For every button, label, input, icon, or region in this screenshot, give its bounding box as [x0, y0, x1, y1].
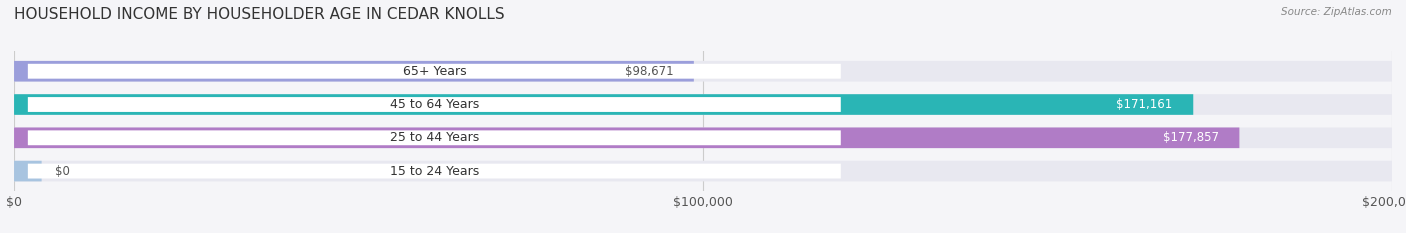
FancyBboxPatch shape: [14, 61, 1392, 82]
FancyBboxPatch shape: [14, 127, 1239, 148]
Text: 25 to 44 Years: 25 to 44 Years: [389, 131, 479, 144]
Text: $98,671: $98,671: [624, 65, 673, 78]
FancyBboxPatch shape: [14, 127, 1392, 148]
FancyBboxPatch shape: [14, 161, 1392, 182]
Text: HOUSEHOLD INCOME BY HOUSEHOLDER AGE IN CEDAR KNOLLS: HOUSEHOLD INCOME BY HOUSEHOLDER AGE IN C…: [14, 7, 505, 22]
FancyBboxPatch shape: [28, 130, 841, 145]
Text: 45 to 64 Years: 45 to 64 Years: [389, 98, 479, 111]
Text: Source: ZipAtlas.com: Source: ZipAtlas.com: [1281, 7, 1392, 17]
FancyBboxPatch shape: [28, 97, 841, 112]
FancyBboxPatch shape: [14, 61, 693, 82]
Text: $0: $0: [55, 164, 70, 178]
Text: 65+ Years: 65+ Years: [402, 65, 467, 78]
FancyBboxPatch shape: [28, 164, 841, 178]
Text: $177,857: $177,857: [1163, 131, 1219, 144]
FancyBboxPatch shape: [14, 94, 1194, 115]
FancyBboxPatch shape: [28, 64, 841, 79]
FancyBboxPatch shape: [14, 94, 1392, 115]
FancyBboxPatch shape: [14, 161, 42, 182]
Text: 15 to 24 Years: 15 to 24 Years: [389, 164, 479, 178]
Text: $171,161: $171,161: [1116, 98, 1173, 111]
